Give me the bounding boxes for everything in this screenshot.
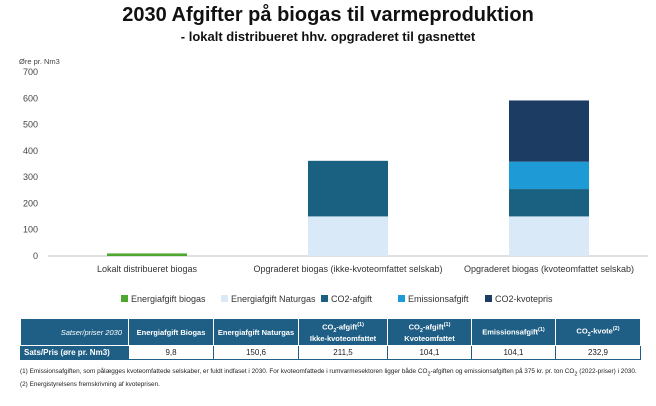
bar-segment — [308, 160, 388, 217]
legend-swatch — [221, 295, 228, 302]
y-tick-label: 300 — [23, 172, 38, 182]
y-tick-label: 400 — [23, 146, 38, 156]
legend-label: CO2-afgift — [331, 294, 373, 304]
bar-segment — [107, 253, 187, 256]
x-tick-label: Opgraderet biogas (ikke-kvoteomfattet se… — [253, 264, 442, 274]
table-header-row: Satser/priser 2030 Energiafgift Biogas En… — [20, 318, 641, 346]
table-cell: 150,6 — [213, 345, 299, 360]
y-tick-label: 600 — [23, 93, 38, 103]
rates-table-container: Satser/priser 2030 Energiafgift Biogas En… — [20, 318, 641, 360]
table-column-header: Energiafgift Biogas — [128, 318, 214, 346]
legend-swatch — [321, 295, 328, 302]
bar-segment — [509, 100, 589, 162]
table-column-header: CO2-kvote(2) — [555, 318, 641, 346]
y-tick-label: 700 — [23, 67, 38, 77]
table-cell: 9,8 — [128, 345, 214, 360]
bar-segment — [509, 189, 589, 217]
y-tick-label: 200 — [23, 198, 38, 208]
y-tick-label: 100 — [23, 225, 38, 235]
y-tick-label: 0 — [33, 251, 38, 261]
chart-subtitle: - lokalt distribueret hhv. opgraderet ti… — [180, 29, 476, 44]
table-column-header: CO2-afgift(1) Ikke-kvoteomfattet — [298, 318, 388, 346]
x-tick-label: Lokalt distribueret biogas — [97, 264, 198, 274]
table-cell: 232,9 — [555, 345, 641, 360]
bar-segment — [509, 216, 589, 256]
table-column-header: CO2-afgift(1) Kvoteomfattet — [387, 318, 472, 346]
table-row: Sats/Pris (øre pr. Nm3) 9,8 150,6 211,5 104… — [20, 345, 641, 360]
stacked-bar-chart: Øre pr. Nm3 0 100 200 300 400 500 600 700 Lokal… — [19, 57, 648, 304]
table-cell: 104,1 — [387, 345, 472, 360]
legend-label: CO2-kvotepris — [495, 294, 553, 304]
table-cell: 104,1 — [471, 345, 556, 360]
footnote-2: (2) Energistyrelsens fremskrivning af kv… — [20, 380, 160, 388]
legend-swatch — [121, 295, 128, 302]
x-tick-label: Opgraderet biogas (kvoteomfattet selskab… — [464, 264, 634, 274]
table-column-header: Energiafgift Naturgas — [213, 318, 299, 346]
footnote-1: (1) Emissionsafgiften, som pålægges kvot… — [20, 368, 637, 378]
y-tick-label: 500 — [23, 120, 38, 130]
legend-swatch — [398, 295, 405, 302]
footnotes: (1) Emissionsafgiften, som pålægges kvot… — [20, 367, 645, 389]
y-axis-label: Øre pr. Nm3 — [19, 57, 60, 66]
bar-segment — [509, 161, 589, 190]
rates-table: Satser/priser 2030 Energiafgift Biogas En… — [20, 318, 641, 360]
legend-label: Energiafgift Naturgas — [231, 294, 316, 304]
legend-swatch — [485, 295, 492, 302]
table-cell: 211,5 — [298, 345, 388, 360]
table-corner-label: Satser/priser 2030 — [20, 318, 129, 346]
table-column-header: Emissionsafgift(1) — [471, 318, 556, 346]
bar-segment — [308, 216, 388, 256]
legend-label: Energiafgift biogas — [131, 294, 206, 304]
legend-label: Emissionsafgift — [408, 294, 469, 304]
table-row-label: Sats/Pris (øre pr. Nm3) — [20, 345, 129, 360]
chart-title: 2030 Afgifter på biogas til varmeprodukt… — [122, 4, 534, 26]
